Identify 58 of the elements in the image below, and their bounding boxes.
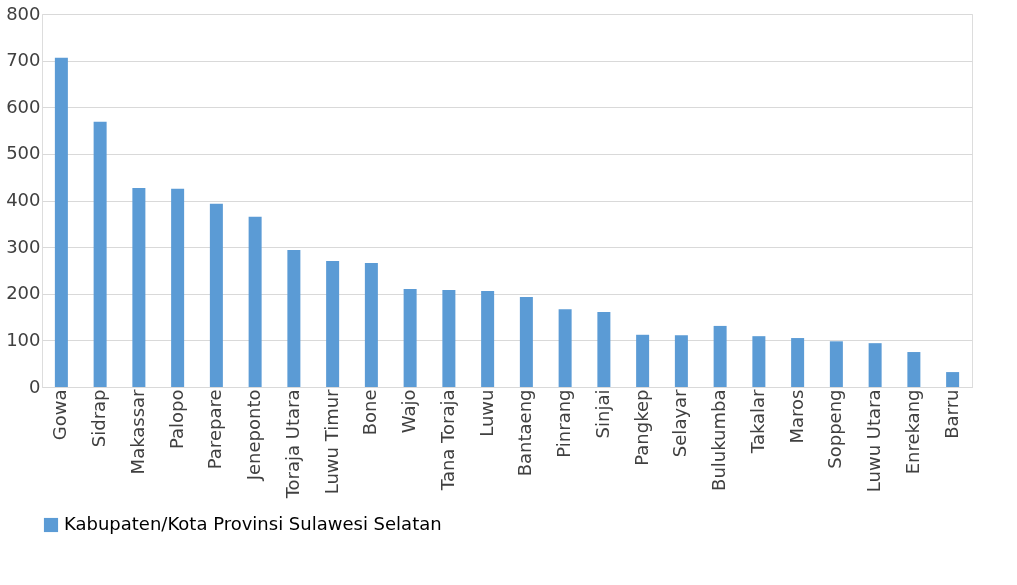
x-tick-label: Tana Toraja — [436, 389, 458, 492]
x-tick-label: Takalar — [746, 388, 768, 455]
x-tick-label: Pangkep — [630, 389, 652, 466]
x-tick-label: Gowa — [49, 389, 71, 441]
y-tick-label: 800 — [6, 2, 41, 24]
bar — [829, 341, 843, 387]
bar — [287, 249, 301, 387]
bar — [93, 121, 107, 387]
x-tick-label: Bone — [359, 389, 381, 436]
y-tick-label: 400 — [6, 189, 41, 210]
x-tick-label: Pinrang — [553, 389, 575, 458]
bar — [791, 338, 805, 387]
x-tick-label: Luwu Timur — [320, 388, 342, 495]
x-tick-label: Toraja Utara — [281, 389, 303, 500]
bar — [946, 372, 960, 387]
x-tick-label: Bulukumba — [708, 389, 730, 491]
x-tick-label: Parepare — [204, 389, 226, 470]
x-tick-label: Maros — [785, 389, 807, 444]
bar — [752, 336, 766, 387]
bar — [519, 297, 533, 387]
bar — [209, 203, 223, 387]
y-tick-label: 0 — [29, 375, 41, 397]
x-tick-label: Sinjai — [591, 389, 613, 439]
bar — [558, 309, 572, 387]
x-tick-label: Selayar — [669, 388, 691, 458]
bar — [54, 57, 68, 387]
bar — [868, 343, 882, 387]
x-tick-label: Bantaeng — [514, 389, 536, 477]
x-tick-label: Jeneponto — [243, 389, 265, 482]
bar — [248, 216, 262, 387]
bar — [713, 325, 727, 387]
bar — [326, 261, 340, 387]
x-tick-label: Makassar — [126, 388, 148, 475]
bar — [907, 352, 921, 387]
bar — [403, 289, 417, 387]
y-tick-label: 100 — [6, 328, 41, 350]
x-tick-label: Barru — [940, 389, 962, 439]
bar — [132, 187, 146, 387]
bar — [674, 335, 688, 387]
bar — [481, 290, 495, 387]
y-tick-label: 600 — [6, 95, 41, 117]
x-tick-label: Wajo — [398, 389, 420, 434]
x-tick-label: Sidrap — [88, 389, 110, 448]
y-tick-label: 200 — [6, 282, 41, 304]
x-tick-label: Palopo — [165, 389, 187, 450]
bar — [636, 334, 650, 387]
legend-label: Kabupaten/Kota Provinsi Sulawesi Selatan — [64, 513, 442, 534]
x-tick-label: Enrekang — [901, 389, 923, 475]
bar — [364, 262, 378, 387]
bar — [171, 188, 185, 387]
x-tick-label: Soppeng — [824, 389, 846, 469]
x-tick-label: Luwu — [475, 389, 497, 437]
y-tick-label: 300 — [6, 235, 41, 257]
bar — [442, 290, 456, 387]
y-tick-label: 700 — [6, 49, 41, 71]
y-tick-label: 500 — [6, 142, 41, 164]
x-tick-label: Luwu Utara — [863, 389, 885, 493]
bar — [597, 311, 611, 387]
